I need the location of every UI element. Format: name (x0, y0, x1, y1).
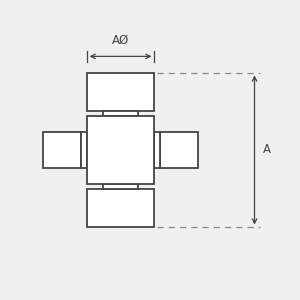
Bar (87, 116, 154, 184)
Bar (87, 73, 154, 111)
Bar (81, 132, 87, 168)
Bar (160, 132, 198, 168)
Bar (103, 184, 138, 189)
Text: A: A (263, 143, 272, 157)
Bar (154, 132, 160, 168)
Bar (43, 132, 81, 168)
Text: AØ: AØ (112, 34, 129, 47)
Bar (103, 111, 138, 116)
Bar (87, 189, 154, 227)
